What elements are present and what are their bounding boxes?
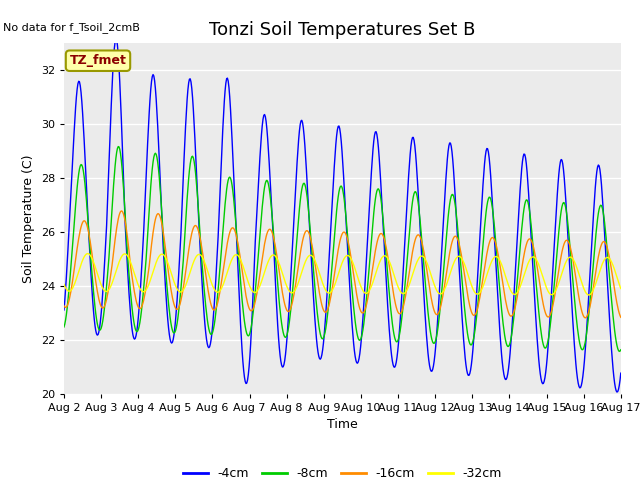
-16cm — [118, 208, 125, 214]
Text: TZ_fmet: TZ_fmet — [70, 54, 127, 67]
-32cm — [214, 289, 222, 295]
-32cm — [411, 265, 419, 271]
Line: -8cm: -8cm — [64, 146, 621, 351]
-16cm — [428, 294, 435, 300]
-8cm — [616, 348, 623, 354]
-8cm — [128, 306, 136, 312]
-4cm — [70, 130, 78, 136]
-16cm — [581, 315, 589, 321]
-32cm — [70, 282, 78, 288]
-4cm — [128, 327, 136, 333]
Text: No data for f_Tsoil_2cmB: No data for f_Tsoil_2cmB — [3, 22, 140, 33]
-8cm — [617, 347, 625, 353]
-16cm — [411, 239, 419, 244]
-8cm — [214, 287, 222, 293]
Title: Tonzi Soil Temperatures Set B: Tonzi Soil Temperatures Set B — [209, 21, 476, 39]
-16cm — [185, 248, 193, 253]
-16cm — [214, 298, 222, 304]
-16cm — [128, 275, 136, 280]
-4cm — [428, 368, 435, 374]
-4cm — [411, 143, 419, 149]
-8cm — [428, 333, 435, 339]
Line: -4cm: -4cm — [64, 39, 621, 392]
-16cm — [60, 303, 68, 309]
Line: -32cm: -32cm — [64, 253, 621, 295]
-32cm — [585, 292, 593, 298]
-4cm — [617, 370, 625, 376]
Legend: -4cm, -8cm, -16cm, -32cm: -4cm, -8cm, -16cm, -32cm — [178, 462, 507, 480]
-8cm — [60, 324, 68, 330]
-16cm — [617, 314, 625, 320]
-8cm — [411, 189, 419, 195]
-4cm — [613, 389, 621, 395]
-32cm — [428, 272, 435, 278]
-8cm — [115, 144, 122, 149]
-8cm — [70, 223, 78, 228]
-4cm — [60, 307, 68, 313]
-4cm — [214, 234, 222, 240]
Y-axis label: Soil Temperature (C): Soil Temperature (C) — [22, 154, 35, 283]
X-axis label: Time: Time — [327, 418, 358, 431]
-16cm — [70, 267, 78, 273]
Line: -16cm: -16cm — [64, 211, 621, 318]
-32cm — [185, 274, 193, 280]
-32cm — [617, 286, 625, 291]
-4cm — [112, 36, 120, 42]
-32cm — [84, 251, 92, 256]
-8cm — [185, 175, 193, 181]
-4cm — [185, 80, 193, 85]
-32cm — [128, 264, 136, 270]
-32cm — [60, 282, 68, 288]
